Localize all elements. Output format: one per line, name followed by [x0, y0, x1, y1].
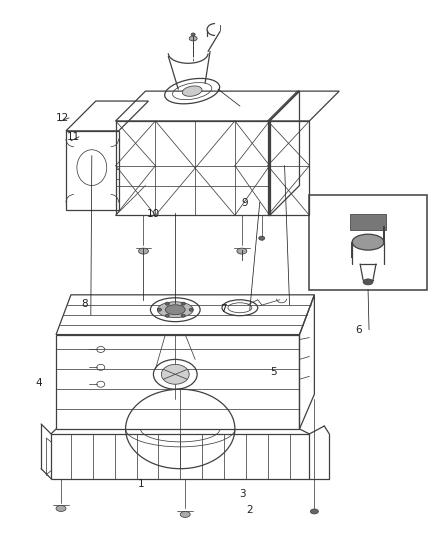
Ellipse shape — [165, 302, 170, 305]
Ellipse shape — [165, 305, 185, 314]
Text: 4: 4 — [35, 378, 42, 388]
Text: 8: 8 — [81, 298, 88, 309]
Ellipse shape — [191, 33, 195, 36]
Ellipse shape — [259, 236, 265, 240]
Text: 11: 11 — [67, 132, 80, 142]
Ellipse shape — [311, 509, 318, 514]
Text: 5: 5 — [270, 367, 277, 377]
Text: 3: 3 — [240, 489, 246, 499]
Text: 9: 9 — [242, 198, 248, 208]
Text: 2: 2 — [246, 505, 253, 515]
Text: 12: 12 — [56, 113, 69, 123]
Ellipse shape — [189, 308, 193, 311]
Ellipse shape — [352, 234, 384, 250]
Bar — [309, 196, 427, 290]
Ellipse shape — [181, 302, 185, 305]
Ellipse shape — [56, 505, 66, 512]
Text: 7: 7 — [220, 304, 226, 314]
Ellipse shape — [189, 36, 197, 41]
Ellipse shape — [157, 308, 161, 311]
Ellipse shape — [182, 86, 202, 96]
Text: 6: 6 — [355, 325, 362, 335]
Ellipse shape — [165, 314, 170, 317]
Ellipse shape — [180, 512, 190, 518]
Ellipse shape — [157, 302, 193, 318]
Ellipse shape — [363, 279, 373, 285]
Ellipse shape — [161, 365, 189, 384]
Ellipse shape — [138, 248, 148, 254]
Ellipse shape — [237, 248, 247, 254]
Text: 10: 10 — [147, 208, 160, 219]
Polygon shape — [350, 214, 386, 230]
Text: 1: 1 — [138, 479, 144, 489]
Ellipse shape — [181, 314, 185, 317]
